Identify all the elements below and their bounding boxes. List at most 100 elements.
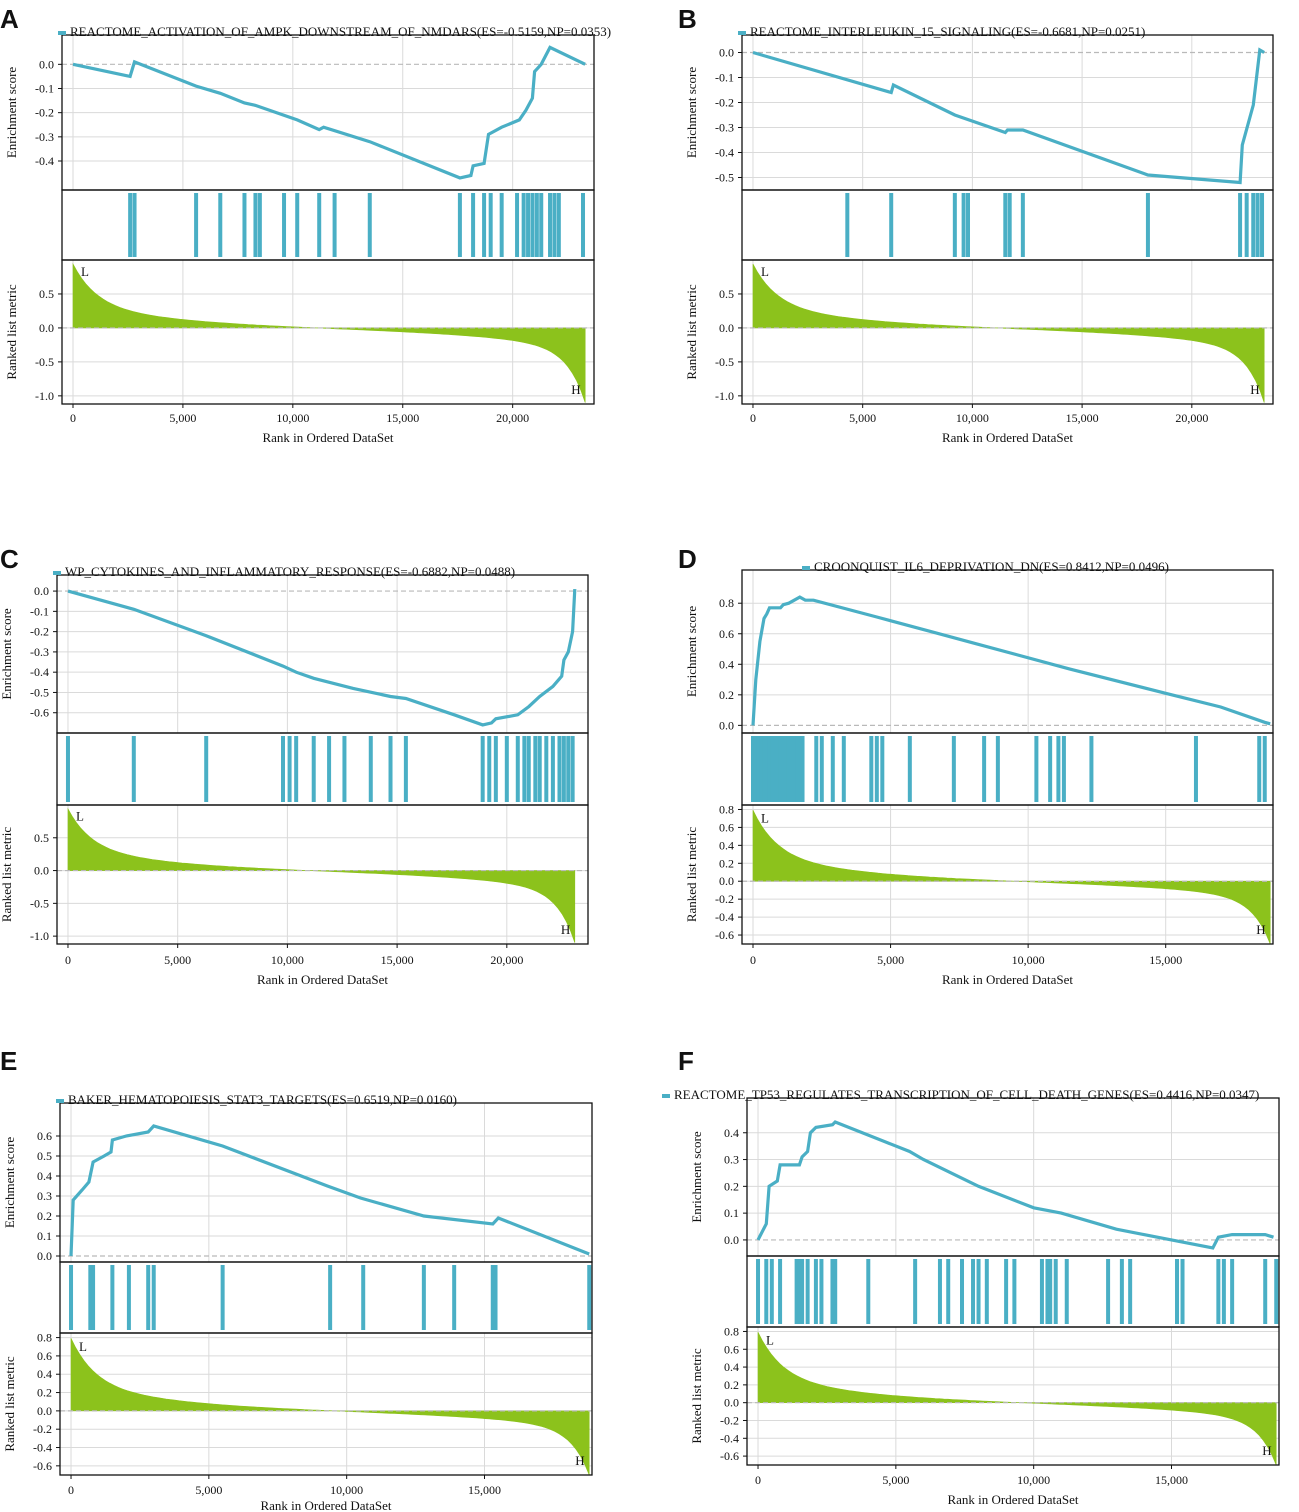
hit-tick (770, 736, 775, 802)
hit-tick (548, 193, 553, 257)
metric-axis-label: Ranked list metric (4, 284, 19, 380)
hit-tick (764, 1259, 769, 1324)
hit-tick (488, 193, 493, 257)
es-frame (59, 1102, 593, 1263)
panel-label: B (678, 4, 697, 34)
xtick-label: 20,000 (1175, 411, 1208, 425)
hit-tick (946, 1259, 951, 1324)
hit-tick (1034, 736, 1039, 802)
es-ytick-label: 0.5 (37, 1149, 52, 1163)
xtick-label: 20,000 (496, 411, 529, 425)
hit-tick (493, 736, 498, 802)
metric-ytick-label: 0.6 (37, 1349, 52, 1363)
panel-f: F L H REACTOME_TP53_REGULATES_TRANSCRIPTION… (662, 1046, 1280, 1507)
panel-label: F (678, 1046, 694, 1076)
hit-tick (951, 736, 956, 802)
low-label: L (761, 264, 769, 279)
es-ytick-label: 0.3 (724, 1153, 739, 1167)
hit-tick (1145, 193, 1150, 257)
hit-tick (1260, 193, 1265, 257)
hit-tick (819, 736, 824, 802)
es-ytick-label: 0.1 (724, 1206, 739, 1220)
hit-tick (966, 193, 971, 257)
hit-tick (493, 1265, 498, 1330)
es-frame (56, 574, 589, 734)
es-curve (69, 1124, 590, 1257)
hit-tick (1039, 1259, 1044, 1324)
hits-frame (741, 189, 1274, 261)
es-ytick-label: 0.8 (719, 596, 734, 610)
panel-b: B L H REACTOME_INTERLEUKIN_15_SIGNALING(ES=… (678, 4, 1274, 445)
es-ytick-label: 0.0 (34, 584, 49, 598)
metric-axis-label: Ranked list metric (684, 827, 699, 923)
xtick-label: 5,000 (195, 1483, 222, 1497)
hit-tick (1106, 1259, 1111, 1324)
es-ytick-label: 0.4 (37, 1169, 52, 1183)
hit-tick (756, 736, 761, 802)
es-curve (756, 1120, 1274, 1250)
hit-tick (287, 736, 292, 802)
xtick-label: 10,000 (1012, 953, 1045, 967)
hit-tick (515, 736, 520, 802)
hit-tick (845, 193, 850, 257)
xtick-label: 15,000 (1149, 953, 1182, 967)
hit-tick (482, 193, 487, 257)
hit-tick (132, 193, 137, 257)
hit-tick (1221, 1259, 1226, 1324)
hit-tick (126, 1265, 131, 1330)
metric-ytick-label: -0.5 (35, 355, 54, 369)
hit-tick (1263, 1259, 1268, 1324)
hit-tick (753, 736, 758, 802)
legend-marker (56, 1099, 64, 1103)
hit-tick (403, 736, 408, 802)
metric-ytick-label: 0.0 (724, 1396, 739, 1410)
hit-tick (581, 193, 586, 257)
es-ytick-label: -0.5 (715, 171, 734, 185)
hit-tick (833, 1259, 838, 1324)
hit-tick (457, 193, 462, 257)
hit-tick (819, 1259, 824, 1324)
hit-tick (526, 193, 531, 257)
metric-area (757, 1331, 1277, 1466)
hit-tick (1216, 1259, 1221, 1324)
panel-label: C (0, 544, 19, 574)
es-ytick-label: -0.4 (30, 665, 49, 679)
metric-axis-label: Ranked list metric (0, 827, 14, 923)
hit-tick (751, 736, 756, 802)
metric-ytick-label: 0.5 (719, 287, 734, 301)
xtick-label: 0 (65, 953, 71, 967)
es-ytick-label: 0.4 (724, 1126, 739, 1140)
hit-tick (327, 736, 332, 802)
hit-tick (110, 1265, 115, 1330)
metric-area (752, 809, 1271, 945)
hit-tick (342, 736, 347, 802)
hit-tick (499, 193, 504, 257)
es-ytick-label: 0.0 (37, 1249, 52, 1263)
xtick-label: 20,000 (490, 953, 523, 967)
es-ytick-label: -0.2 (30, 625, 49, 639)
es-ytick-label: -0.1 (30, 604, 49, 618)
hit-tick (773, 736, 778, 802)
hit-tick (866, 1259, 871, 1324)
es-ytick-label: -0.2 (715, 96, 734, 110)
hit-tick (786, 736, 791, 802)
hit-tick (1007, 193, 1012, 257)
hit-tick (976, 1259, 981, 1324)
hit-tick (480, 736, 485, 802)
hit-tick (556, 193, 561, 257)
panel-c: C L H WP_CYTOKINES_AND_INFLAMMATORY_RESPONS… (0, 544, 589, 987)
es-ytick-label: 0.6 (37, 1129, 52, 1143)
xtick-label: 5,000 (877, 953, 904, 967)
metric-ytick-label: 0.8 (724, 1324, 739, 1338)
metric-frame (59, 1332, 593, 1476)
es-ytick-label: 0.3 (37, 1189, 52, 1203)
metric-frame (741, 804, 1274, 945)
xtick-label: 10,000 (330, 1483, 363, 1497)
plot-title: BAKER_HEMATOPOIESIS_STAT3_TARGETS(ES=0.6… (68, 1092, 457, 1107)
hit-tick (557, 736, 562, 802)
hit-tick (65, 736, 70, 802)
es-ytick-label: -0.4 (715, 146, 734, 160)
hit-tick (797, 1259, 802, 1324)
hit-tick (526, 736, 531, 802)
